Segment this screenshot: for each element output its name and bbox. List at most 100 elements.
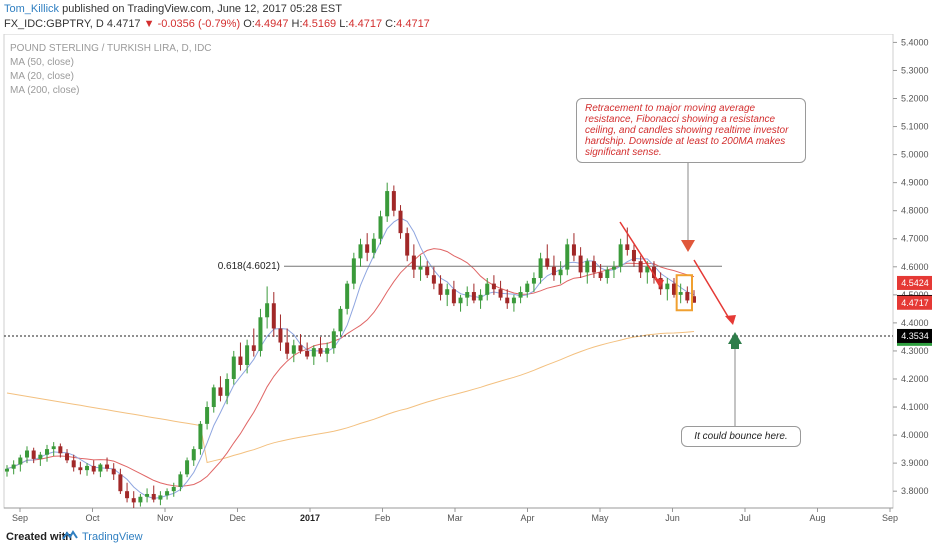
- candle-body: [305, 350, 310, 357]
- candle-body: [665, 283, 670, 290]
- candle-body: [505, 297, 510, 304]
- candle-body: [251, 345, 256, 351]
- x-tick-label: Jun: [665, 513, 680, 523]
- created-with-text: Created with: [6, 531, 73, 543]
- candle-body: [391, 191, 396, 211]
- candle-body: [65, 453, 70, 461]
- candle-body: [471, 292, 476, 301]
- y-tick-label: 3.9000: [901, 458, 929, 468]
- candle-body: [585, 261, 590, 273]
- candle-body: [345, 283, 350, 309]
- candle-body: [338, 308, 343, 332]
- candle-body: [5, 468, 9, 472]
- candle-body: [245, 345, 250, 365]
- candle-body: [291, 345, 296, 354]
- price-label-text: 4.4717: [901, 298, 929, 308]
- candle-body: [551, 266, 556, 276]
- candle-body: [178, 474, 183, 487]
- candle-body: [51, 446, 56, 450]
- candle-body: [265, 303, 270, 318]
- candle-body: [25, 450, 30, 458]
- candle-body: [605, 269, 610, 279]
- candle-body: [185, 460, 190, 475]
- candle-body: [425, 266, 430, 276]
- x-tick-label: Sep: [882, 513, 898, 523]
- ma50-line: [6, 248, 695, 487]
- footer: Created with TradingView: [0, 524, 932, 550]
- green-up-arrow-icon: [728, 332, 742, 344]
- candle-body: [298, 345, 303, 351]
- candle-body: [91, 465, 96, 472]
- open-value: 4.4947: [254, 18, 289, 30]
- candle-body: [571, 244, 576, 256]
- candle-body: [71, 460, 76, 468]
- y-tick-label: 5.2000: [901, 94, 929, 104]
- analysis-note-top[interactable]: Retracement to major moving average resi…: [576, 98, 806, 163]
- y-tick-label: 5.3000: [901, 65, 929, 75]
- red-down-arrow-icon: [681, 240, 695, 252]
- green-up-arrow-stem: [731, 343, 739, 349]
- candle-body: [525, 283, 530, 293]
- candle-body: [598, 272, 603, 279]
- publish-line: Tom_Killick published on TradingView.com…: [4, 3, 342, 15]
- x-tick-label: Sep: [12, 513, 28, 523]
- trend-arrowhead-2: [725, 315, 736, 325]
- candle-body: [625, 244, 630, 250]
- candle-body: [498, 289, 503, 298]
- candle-body: [638, 261, 643, 273]
- legend-ma50[interactable]: MA (50, close): [10, 57, 74, 68]
- candle-body: [558, 269, 563, 276]
- candle-body: [165, 491, 170, 496]
- candle-body: [85, 465, 90, 471]
- author-link[interactable]: Tom_Killick: [4, 3, 60, 15]
- candle-body: [125, 491, 130, 499]
- candle-body: [131, 498, 136, 503]
- chart-header: Tom_Killick published on TradingView.com…: [0, 0, 932, 34]
- candle-body: [271, 303, 276, 329]
- price-label-box: [897, 275, 932, 290]
- legend-ma20[interactable]: MA (20, close): [10, 71, 74, 82]
- chart-area[interactable]: 5.4000 5.3000 5.2000 5.1000 5.0000 4.9000 4.80…: [0, 34, 932, 524]
- candle-body: [198, 423, 203, 450]
- candle-body: [225, 378, 230, 396]
- y-tick-label: 5.0000: [901, 150, 929, 160]
- legend-ma200[interactable]: MA (200, close): [10, 85, 80, 96]
- y-tick-label: 4.1000: [901, 402, 929, 412]
- x-tick-label: Dec: [229, 513, 246, 523]
- y-tick-label: 4.4000: [901, 318, 929, 328]
- price-chart[interactable]: 5.4000 5.3000 5.2000 5.1000 5.0000 4.9000 4.80…: [0, 34, 932, 524]
- x-tick-label: Jul: [739, 513, 751, 523]
- candle-body: [191, 449, 196, 461]
- analysis-note-bottom[interactable]: It could bounce here.: [681, 426, 801, 447]
- candle-body: [378, 216, 383, 239]
- close-prefix: C:: [385, 18, 397, 30]
- candle-body: [385, 191, 390, 217]
- candle-body: [545, 258, 550, 267]
- candle-body: [138, 496, 143, 503]
- high-value: 4.5169: [302, 18, 337, 30]
- symbol-line: FX_IDC:GBPTRY, D 4.4717 ▼ -0.0356 (-0.79…: [4, 18, 430, 30]
- candle-body: [531, 278, 536, 284]
- x-tick-label: Mar: [447, 513, 463, 523]
- x-tick-label: Feb: [375, 513, 391, 523]
- candle-body: [565, 244, 570, 270]
- trend-arrow-2: [693, 259, 731, 321]
- candle-body: [485, 283, 490, 295]
- price-change: -0.0356 (-0.79%): [157, 18, 241, 30]
- candle-body: [18, 457, 23, 465]
- chart-legend: POUND STERLING / TURKISH LIRA, D, IDC MA…: [10, 42, 212, 98]
- open-prefix: O:: [243, 18, 255, 30]
- candle-body: [38, 454, 43, 459]
- candle-body: [438, 283, 443, 295]
- candle-body: [11, 464, 16, 469]
- candle-body: [98, 464, 103, 472]
- low-value: 4.4717: [348, 18, 383, 30]
- candle-body: [278, 328, 283, 343]
- candle-body: [692, 296, 696, 303]
- candle-body: [611, 266, 616, 270]
- tradingview-brand[interactable]: TradingView: [82, 531, 143, 543]
- candle-body: [671, 283, 676, 295]
- x-tick-label: May: [591, 513, 609, 523]
- ma20-line: [6, 217, 695, 499]
- candle-body: [511, 297, 516, 304]
